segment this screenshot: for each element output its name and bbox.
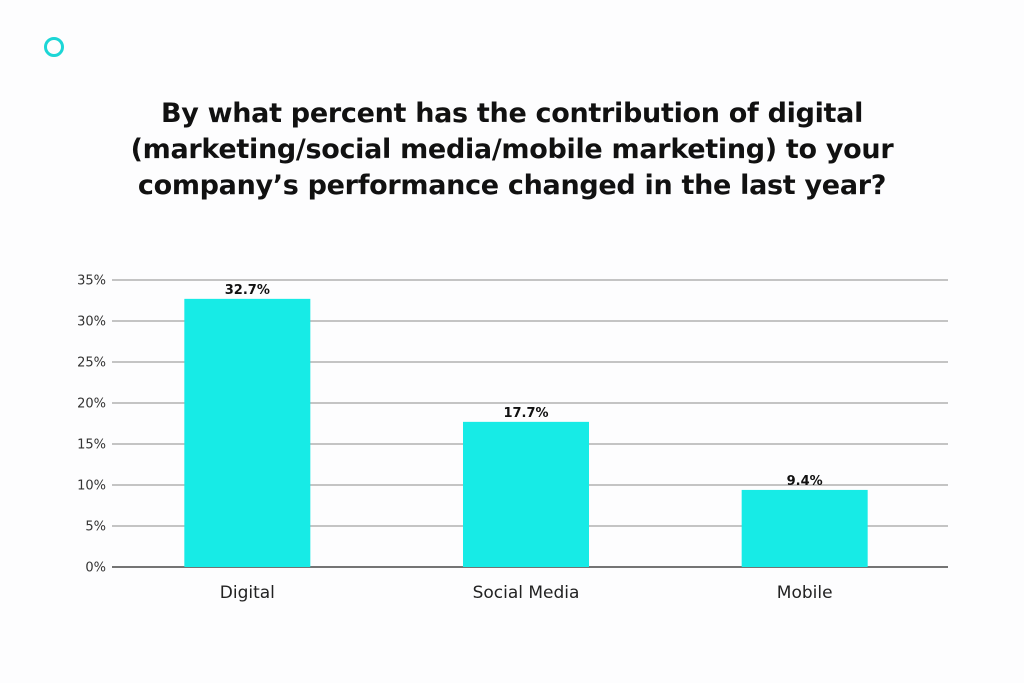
category-label: Mobile (777, 583, 833, 603)
y-tick-label: 0% (85, 561, 106, 576)
y-tick-label: 25% (77, 356, 106, 371)
y-tick-label: 20% (77, 397, 106, 412)
data-label: 9.4% (787, 474, 823, 489)
bar-social-media (463, 421, 589, 567)
data-label: 32.7% (225, 283, 270, 298)
ring-icon (44, 37, 64, 57)
y-tick-label: 30% (77, 315, 106, 330)
bar-digital (184, 298, 311, 567)
x-axis-categories: Digital Social Media Mobile (220, 583, 833, 603)
y-tick-label: 5% (85, 520, 106, 535)
bars (184, 298, 868, 567)
data-labels: 32.7% 17.7% 9.4% (225, 283, 823, 489)
bar-mobile (741, 489, 868, 567)
data-label: 17.7% (503, 406, 548, 421)
y-tick-label: 35% (77, 274, 106, 289)
chart-title: By what percent has the contribution of … (130, 98, 894, 201)
category-label: Social Media (473, 583, 580, 603)
category-label: Digital (220, 583, 275, 603)
y-tick-label: 10% (77, 479, 106, 494)
y-axis-ticks: 0% 5% 10% 15% 20% 25% 30% 35% (77, 274, 106, 576)
y-tick-label: 15% (77, 438, 106, 453)
